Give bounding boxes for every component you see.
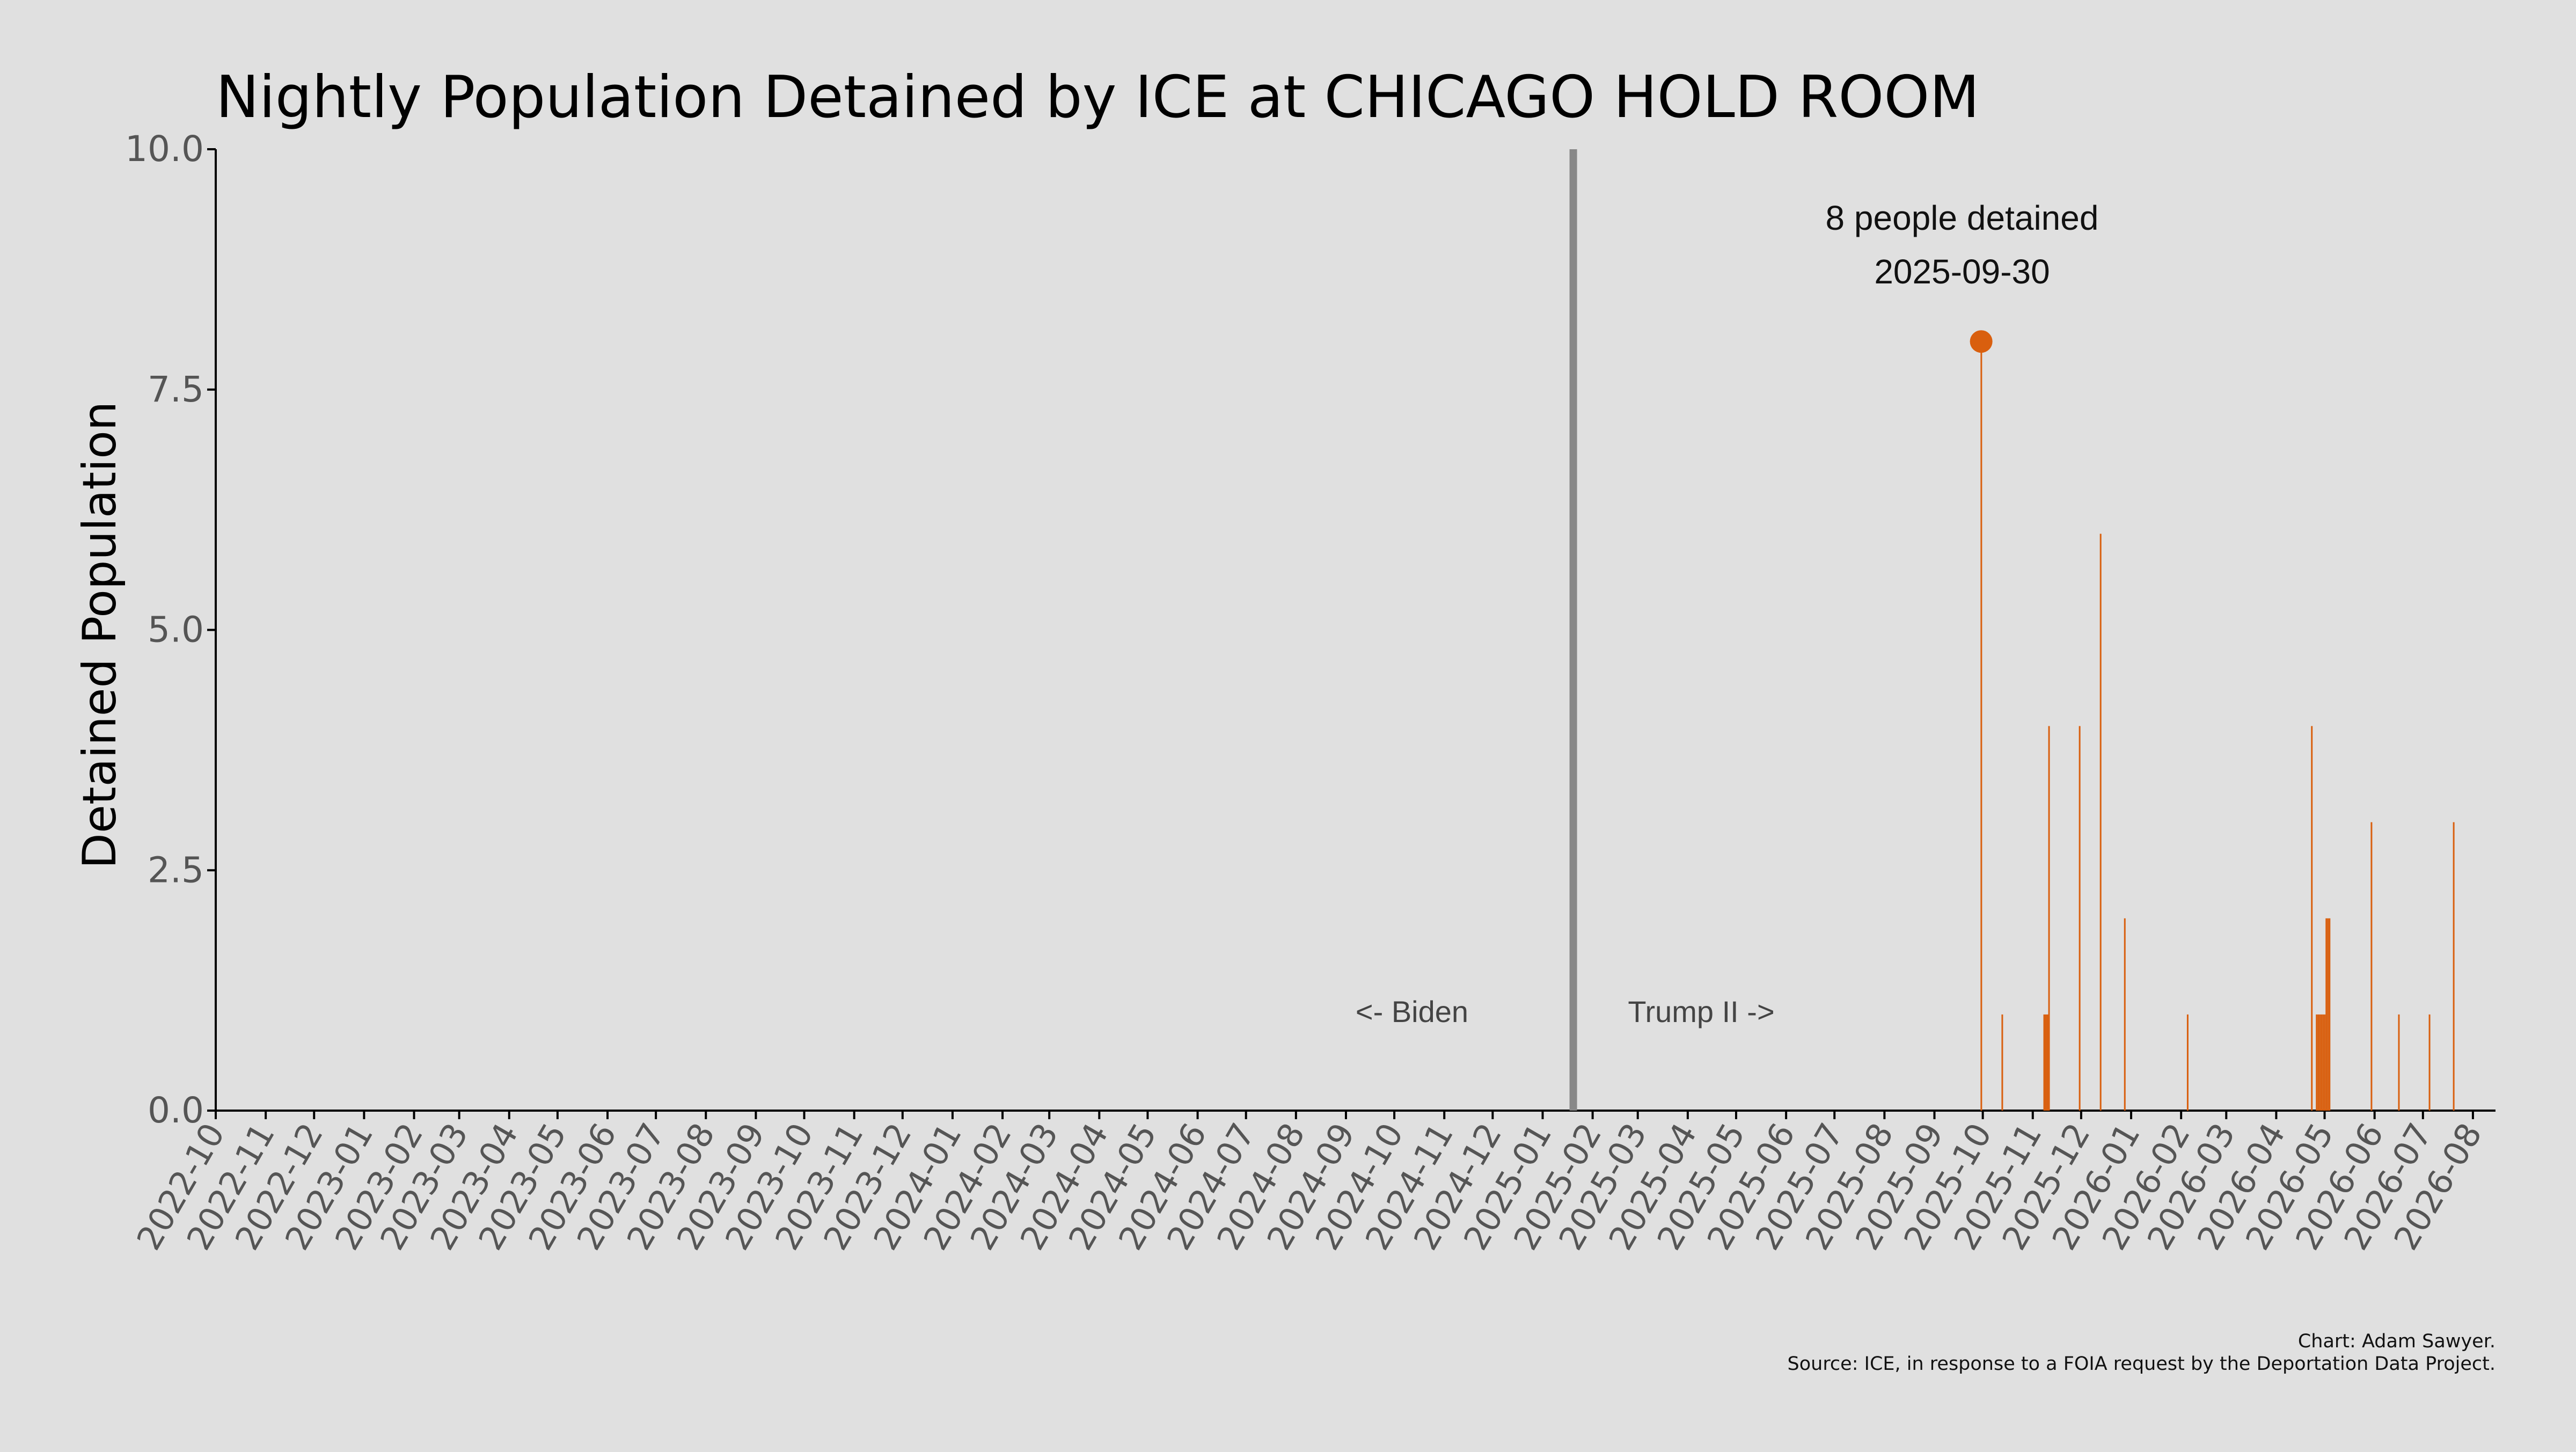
plot-area: 0.02.55.07.510.02022-102022-112022-12202… [125,128,2496,1257]
bar [2329,918,2331,1111]
bar [2043,1014,2045,1111]
bar [2319,1014,2321,1111]
bar [2325,918,2328,1111]
bar [1980,341,1982,1111]
y-tick-label: 5.0 [148,609,204,651]
y-tick-label: 10.0 [125,128,204,170]
highlight-annotation-date: 2025-09-30 [1874,252,2050,291]
bar [2186,1014,2189,1111]
bar [2124,918,2126,1111]
chart-title: Nightly Population Detained by ICE at CH… [216,64,1980,131]
bar [2324,1014,2326,1111]
bar [2048,726,2050,1111]
bar [2428,1014,2431,1111]
chart-source: Source: ICE, in response to a FOIA reque… [1788,1353,2496,1375]
bar [2398,1014,2400,1111]
biden-era-label: <- Biden [1356,995,1468,1028]
bar [2099,534,2102,1111]
highlight-point [1970,330,1993,353]
bar [2322,1014,2324,1111]
bar [2370,822,2373,1111]
bar [2311,726,2313,1111]
bar [2045,1014,2047,1111]
y-tick-label: 7.5 [148,369,204,410]
trump-era-label: Trump II -> [1628,995,1774,1028]
y-axis-label: Detained Population [73,402,127,869]
bar [2001,1014,2003,1111]
bar [2046,1014,2048,1111]
bar [2453,822,2455,1111]
bar [2316,1014,2318,1111]
y-tick-label: 2.5 [148,849,204,891]
bar [2327,918,2329,1111]
highlight-annotation-count: 8 people detained [1826,199,2099,237]
bar [2321,1014,2323,1111]
y-tick-label: 0.0 [148,1090,204,1131]
bar [2079,726,2081,1111]
chart-credit: Chart: Adam Sawyer. [2298,1331,2496,1352]
bar [2317,1014,2319,1111]
